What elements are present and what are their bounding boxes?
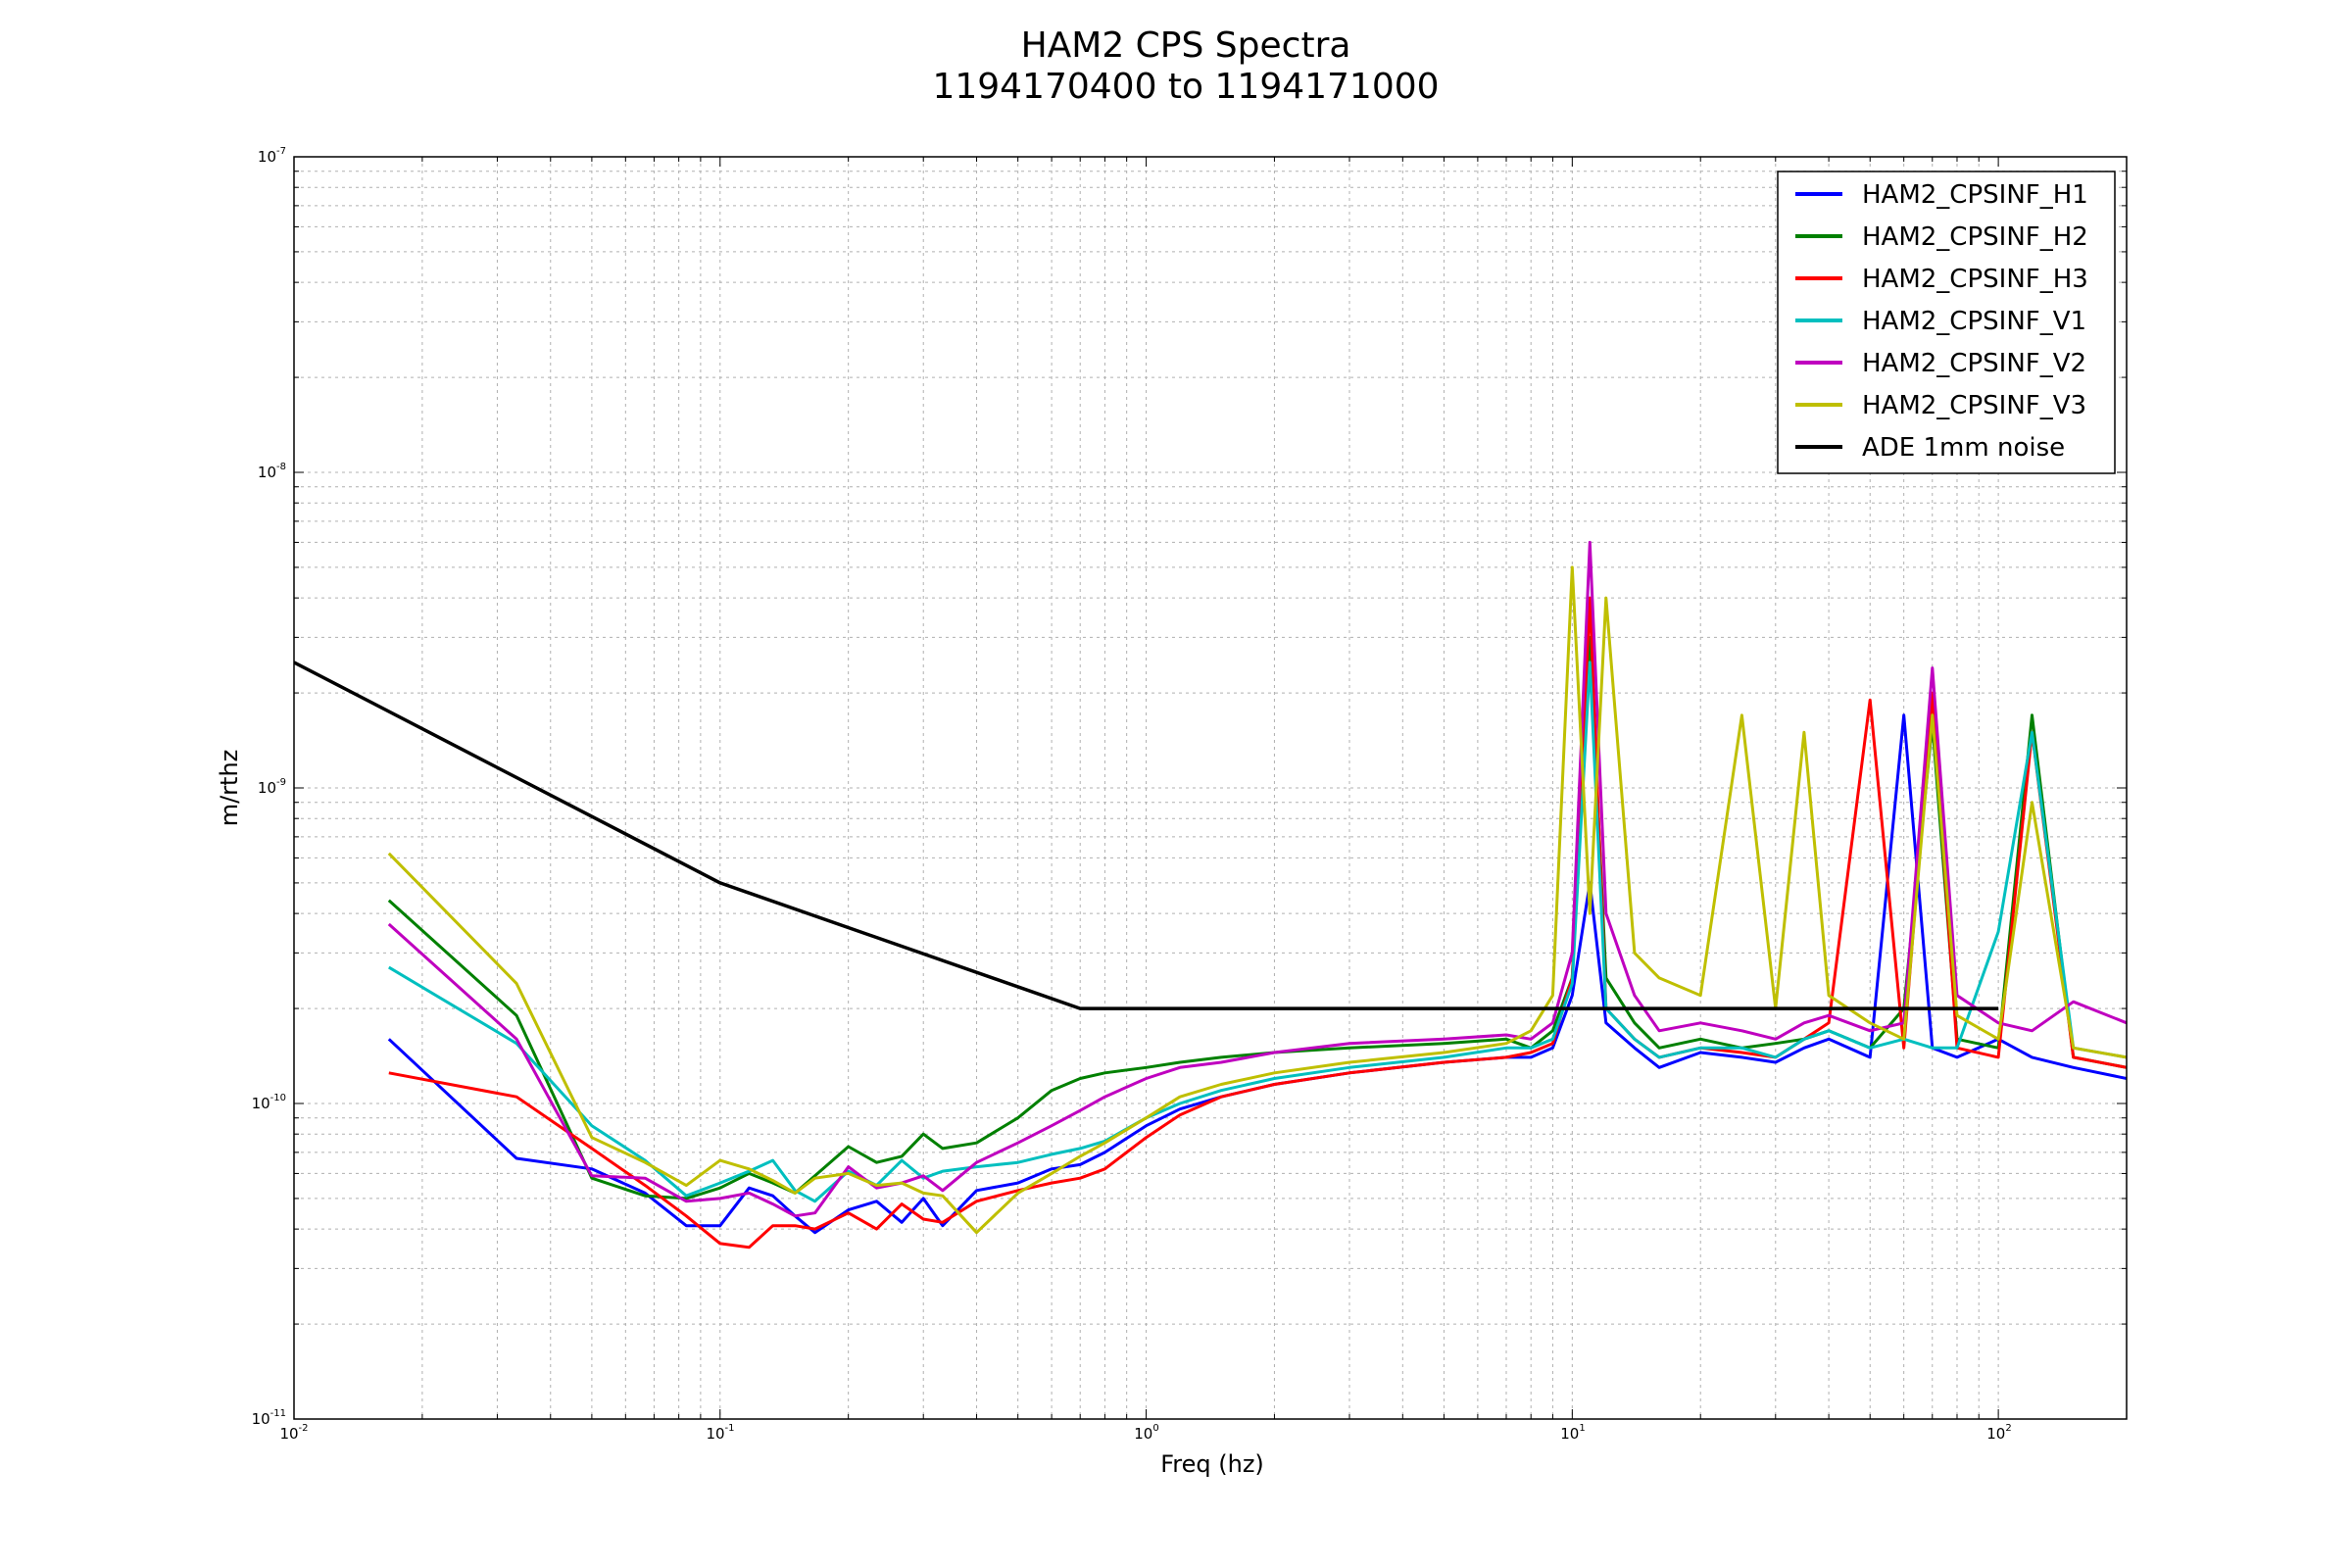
x-tick-label: 10-2 [279, 1423, 308, 1443]
series-lines [294, 540, 2127, 1250]
y-axis-label: m/rthz [216, 750, 243, 827]
grid-lines [293, 156, 2128, 1420]
legend-label: HAM2_CPSINF_V3 [1862, 391, 2086, 420]
chart-title-line-2: 1194170400 to 1194171000 [932, 67, 1439, 107]
x-tick-label: 102 [1986, 1423, 2011, 1443]
x-axis-label: Freq (hz) [1160, 1450, 1264, 1478]
svg-text:10-11: 10-11 [252, 1408, 286, 1428]
legend-label: HAM2_CPSINF_H3 [1862, 265, 2088, 294]
x-tick-label: 101 [1560, 1423, 1585, 1443]
legend-label: HAM2_CPSINF_V2 [1862, 349, 2086, 378]
series-line-7 [294, 661, 1999, 1010]
legend: HAM2_CPSINF_H1 HAM2_CPSINF_H2 HAM2_CPSINF_… [1777, 171, 2116, 474]
svg-text:10-1: 10-1 [706, 1423, 734, 1443]
legend-label: HAM2_CPSINF_H1 [1862, 180, 2088, 210]
axis-ticks: 10-2 10-1 100 101 102 10-11 10-10 10-9 1… [252, 146, 2128, 1443]
series-line-3 [388, 596, 2127, 1250]
series-line-4 [388, 661, 2127, 1203]
svg-text:101: 101 [1560, 1423, 1585, 1443]
svg-text:100: 100 [1134, 1423, 1158, 1443]
legend-label: ADE 1mm noise [1862, 433, 2065, 463]
y-tick-label: 10-10 [252, 1093, 286, 1112]
legend-label: HAM2_CPSINF_V1 [1862, 307, 2086, 336]
svg-text:10-10: 10-10 [252, 1093, 286, 1112]
x-tick-label: 10-1 [706, 1423, 734, 1443]
y-tick-label: 10-9 [258, 777, 286, 797]
svg-text:10-9: 10-9 [258, 777, 286, 797]
series-line-6 [387, 565, 2127, 1235]
svg-text:102: 102 [1986, 1423, 2011, 1443]
y-tick-label: 10-7 [258, 146, 286, 166]
y-tick-label: 10-11 [252, 1408, 286, 1428]
legend-label: HAM2_CPSINF_H2 [1862, 222, 2088, 252]
chart-title-line-1: HAM2 CPS Spectra [1021, 25, 1351, 66]
y-tick-label: 10-8 [258, 462, 286, 481]
x-tick-label: 100 [1134, 1423, 1158, 1443]
svg-text:10-2: 10-2 [279, 1423, 308, 1443]
svg-text:10-7: 10-7 [258, 146, 286, 166]
svg-text:10-8: 10-8 [258, 462, 286, 481]
series-line-5 [387, 540, 2127, 1218]
